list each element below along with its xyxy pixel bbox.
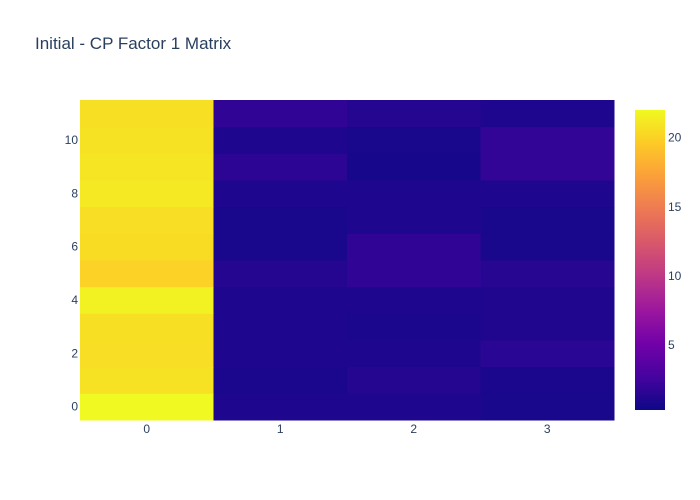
heatmap-cell [80, 393, 214, 421]
heatmap-cell [347, 340, 481, 368]
colorbar-tick-label: 10 [668, 269, 682, 283]
heatmap-cell [213, 100, 348, 128]
heatmap-cell [80, 313, 214, 341]
heatmap-cell [347, 233, 481, 261]
x-tick-label: 0 [143, 422, 150, 436]
colorbar-tick-label: 15 [668, 200, 682, 214]
colorbar-ticks: 5 10 15 20 [668, 131, 682, 352]
x-tick-label: 3 [544, 422, 551, 436]
x-axis-ticks: 0 1 2 3 [143, 422, 551, 436]
heatmap-cell [80, 180, 214, 208]
heatmap-cell [347, 393, 481, 421]
x-tick-label: 1 [277, 422, 284, 436]
x-tick-label: 2 [410, 422, 417, 436]
heatmap-cell [213, 260, 348, 288]
heatmap-cell [347, 100, 481, 128]
heatmap-cell [480, 340, 615, 368]
heatmap-cell [80, 366, 214, 394]
heatmap-cell [480, 393, 615, 421]
heatmap-cell [480, 233, 615, 261]
heatmap-cell [213, 206, 348, 234]
heatmap-cell [347, 260, 481, 288]
heatmap-cell [80, 153, 214, 181]
heatmap-cell [480, 126, 615, 154]
heatmap-cell [347, 153, 481, 181]
y-tick-label: 10 [65, 133, 79, 147]
heatmap-cell [80, 206, 214, 234]
heatmap-cell [347, 313, 481, 341]
colorbar-tick-label: 20 [668, 131, 682, 145]
y-axis-ticks: 0 2 4 6 8 10 [65, 133, 79, 414]
heatmap-cell [213, 126, 348, 154]
heatmap-cell [213, 233, 348, 261]
heatmap-cell [347, 206, 481, 234]
heatmap-cell [480, 260, 615, 288]
chart-title: Initial - CP Factor 1 Matrix [35, 34, 232, 53]
heatmap-cell [213, 340, 348, 368]
heatmap-cell [213, 393, 348, 421]
heatmap-cell [480, 366, 615, 394]
heatmap-cell [347, 180, 481, 208]
heatmap-cell [80, 286, 214, 314]
heatmap-cell [347, 126, 481, 154]
heatmap-cell [347, 366, 481, 394]
heatmap-cell [80, 100, 214, 128]
heatmap-cell [480, 100, 615, 128]
heatmap-cell [480, 180, 615, 208]
heatmap-cell [213, 153, 348, 181]
y-tick-label: 0 [71, 400, 78, 414]
heatmap-cell [480, 313, 615, 341]
heatmap-cell [80, 233, 214, 261]
heatmap-cell [480, 153, 615, 181]
y-tick-label: 6 [71, 240, 78, 254]
colorbar [635, 110, 665, 410]
y-tick-label: 8 [71, 186, 78, 200]
heatmap-cell [80, 340, 214, 368]
heatmap-cell [480, 206, 615, 234]
heatmap-cell [480, 286, 615, 314]
heatmap-cell [213, 180, 348, 208]
heatmap-cell [213, 286, 348, 314]
heatmap-cell [80, 260, 214, 288]
heatmap-cell [213, 313, 348, 341]
colorbar-tick-label: 5 [668, 338, 675, 352]
heatmap-cell [80, 126, 214, 154]
y-tick-label: 4 [71, 293, 78, 307]
heatmap-cell [213, 366, 348, 394]
heatmap-cells [80, 100, 615, 421]
heatmap-cell [347, 286, 481, 314]
y-tick-label: 2 [71, 346, 78, 360]
